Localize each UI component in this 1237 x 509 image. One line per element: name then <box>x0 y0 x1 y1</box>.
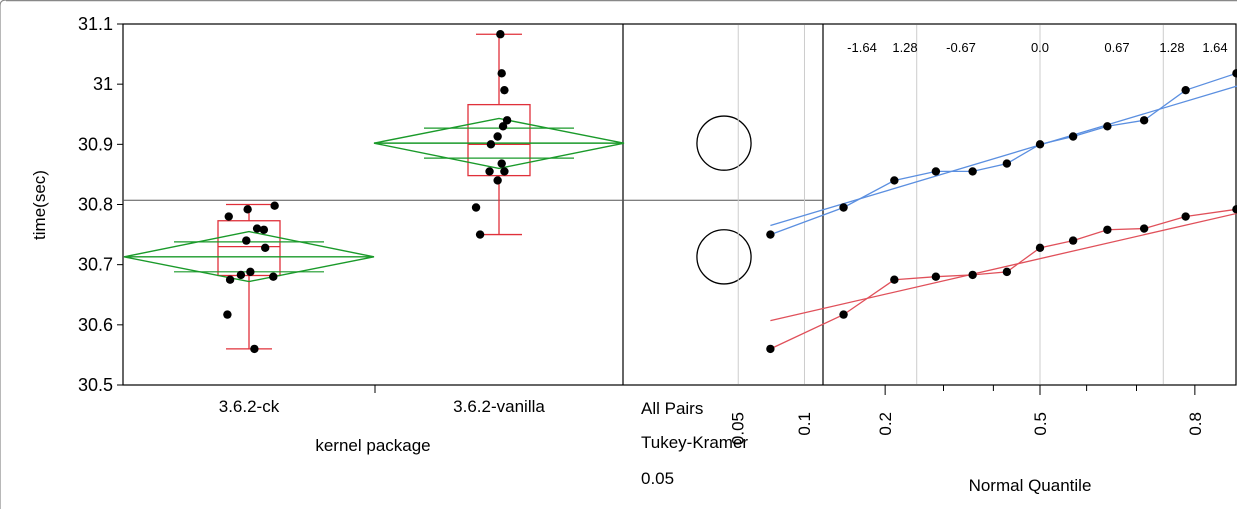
qq-point <box>1035 140 1045 149</box>
qq-point <box>890 176 899 185</box>
qq-point <box>1181 85 1190 95</box>
quantile-z-tick-label: 0.67 <box>1104 40 1129 55</box>
y-tick-label: 30.5 <box>78 375 113 395</box>
plot-frame <box>122 23 1237 386</box>
quantile-prob-tick-label: 0.2 <box>876 412 895 436</box>
quantile-prob-tick-label: 0.05 <box>728 412 747 445</box>
qq-point <box>1002 159 1012 168</box>
qq-point <box>931 167 941 176</box>
data-point <box>493 176 502 185</box>
data-point <box>224 212 233 221</box>
data-point <box>471 203 481 212</box>
qq-point <box>766 344 775 354</box>
data-point <box>252 224 262 233</box>
data-point <box>497 159 506 168</box>
qq-point <box>1103 122 1112 131</box>
y-tick-label: 31 <box>93 74 113 94</box>
data-point <box>486 140 496 149</box>
x-axis-label: kernel package <box>315 436 430 455</box>
quantile-z-tick-label: -0.67 <box>946 40 976 55</box>
y-axis-label: time(sec) <box>30 170 49 240</box>
quantile-z-tick-label: 0.0 <box>1031 40 1049 55</box>
qq-point <box>1035 243 1045 253</box>
data-point <box>261 243 270 253</box>
quantile-z-tick-label: 1.28 <box>892 40 917 55</box>
comparison-circles-label: 0.05 <box>641 469 674 488</box>
qq-point <box>1139 116 1149 125</box>
comparison-circles-label: Tukey-Kramer <box>641 433 748 452</box>
data-point <box>259 225 269 234</box>
data-point <box>485 167 494 176</box>
data-point <box>500 85 509 95</box>
x-category-label: 3.6.2-vanilla <box>453 397 545 416</box>
data-point <box>500 167 509 176</box>
data-point <box>242 236 251 245</box>
qq-point <box>1002 267 1012 277</box>
quantile-prob-tick-label: 0.5 <box>1031 412 1050 436</box>
data-point <box>270 201 279 210</box>
y-tick-label: 31.1 <box>78 14 113 34</box>
data-point <box>496 30 505 39</box>
qq-fit-line <box>770 212 1237 322</box>
box-body <box>217 220 281 277</box>
data-point <box>502 116 512 125</box>
qq-point <box>931 272 941 281</box>
quantile-z-tick-label: -1.64 <box>847 40 877 55</box>
data-point <box>246 267 255 277</box>
data-point <box>498 122 508 131</box>
qq-point <box>1068 236 1078 245</box>
data-point <box>269 272 278 281</box>
quantile-prob-tick-label: 0.1 <box>795 412 814 436</box>
data-point <box>243 205 252 214</box>
y-tick-label: 30.7 <box>78 255 113 275</box>
qq-fit-line <box>770 85 1237 227</box>
x-category-label: 3.6.2-ck <box>219 397 280 416</box>
quantile-z-tick-label: 1.64 <box>1202 40 1227 55</box>
y-tick-label: 30.9 <box>78 134 113 154</box>
data-point <box>223 310 232 319</box>
data-point <box>497 69 506 78</box>
qq-point <box>968 270 977 280</box>
frame-left-edge <box>0 0 7 509</box>
data-point <box>250 344 259 354</box>
data-point <box>236 270 246 280</box>
qq-connect-line <box>770 208 1237 350</box>
quantile-x-axis-label: Normal Quantile <box>969 476 1092 495</box>
data-point <box>493 132 502 141</box>
comparison-circle <box>696 229 752 285</box>
normal-quantile-plot <box>737 25 1164 384</box>
comparison-circle <box>696 115 752 171</box>
y-tick-label: 30.6 <box>78 315 113 335</box>
qq-point <box>1232 69 1237 78</box>
qq-point <box>839 310 848 319</box>
qq-point <box>1068 132 1078 141</box>
data-point <box>475 230 485 239</box>
qq-point <box>1139 224 1149 233</box>
y-tick-label: 30.8 <box>78 195 113 215</box>
qq-point <box>1103 225 1112 234</box>
box-body <box>467 103 531 177</box>
qq-point <box>890 275 899 284</box>
comparison-circles-label: All Pairs <box>641 399 703 418</box>
qq-point <box>839 203 848 212</box>
qq-point <box>766 230 775 239</box>
data-point <box>225 275 235 284</box>
qq-point <box>968 167 977 176</box>
qq-point <box>1232 205 1237 214</box>
quantile-prob-tick-label: 0.8 <box>1186 412 1205 436</box>
quantile-z-tick-label: 1.28 <box>1159 40 1184 55</box>
qq-point <box>1181 212 1190 221</box>
